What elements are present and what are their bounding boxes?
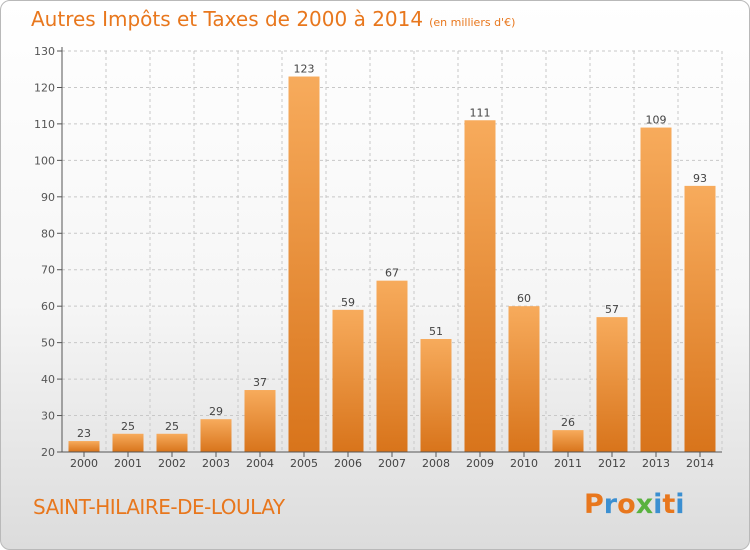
x-tick-label: 2010: [510, 457, 538, 470]
y-tick-label: 100: [34, 154, 55, 167]
x-tick-label: 2002: [158, 457, 186, 470]
title-main: Autres Impôts et Taxes de 2000 à 2014: [31, 7, 424, 31]
x-tick-label: 2001: [114, 457, 142, 470]
bar-value-label: 26: [561, 416, 575, 429]
x-tick-label: 2004: [246, 457, 274, 470]
y-tick-label: 130: [34, 45, 55, 58]
bar-value-label: 67: [385, 267, 399, 280]
proxiti-logo[interactable]: Proxiti: [584, 489, 685, 520]
bar-value-label: 51: [429, 325, 443, 338]
y-tick-label: 110: [34, 118, 55, 131]
bar-2000: [68, 441, 100, 452]
x-tick-label: 2006: [334, 457, 362, 470]
logo-letter: P: [584, 489, 604, 520]
bar-value-label: 60: [517, 292, 531, 305]
bar-2013: [640, 127, 672, 453]
x-tick-label: 2008: [422, 457, 450, 470]
bar-2011: [552, 430, 584, 452]
logo-letter: i: [675, 489, 685, 520]
x-tick-label: 2000: [70, 457, 98, 470]
bar-value-label: 109: [646, 114, 667, 127]
bar-value-label: 25: [165, 420, 179, 433]
bar-value-label: 93: [693, 172, 707, 185]
bar-value-label: 111: [470, 106, 491, 119]
commune-name: SAINT-HILAIRE-DE-LOULAY: [33, 495, 285, 519]
x-tick-label: 2003: [202, 457, 230, 470]
x-tick-label: 2014: [686, 457, 714, 470]
x-tick-label: 2012: [598, 457, 626, 470]
chart-title: Autres Impôts et Taxes de 2000 à 2014 (en…: [31, 7, 515, 31]
y-tick-label: 20: [41, 446, 55, 459]
bar-2005: [288, 76, 320, 452]
bar-value-label: 123: [294, 63, 315, 76]
bar-value-label: 59: [341, 296, 355, 309]
logo-letter: t: [662, 489, 676, 520]
logo-letter: i: [653, 489, 663, 520]
bar-value-label: 37: [253, 376, 267, 389]
bar-2012: [596, 317, 628, 452]
bar-2001: [112, 433, 144, 452]
bar-2009: [464, 120, 496, 452]
axes: 20 30 40 50 60 70 80 90 100 110 120 130 2000 2001 2002…: [34, 45, 722, 470]
bar-2003: [200, 419, 232, 452]
title-unit: (en milliers d'€): [429, 16, 516, 29]
y-tick-label: 60: [41, 300, 55, 313]
y-tick-label: 120: [34, 81, 55, 94]
bar-value-label: 57: [605, 303, 619, 316]
bar-2006: [332, 309, 364, 452]
bar-2014: [684, 185, 716, 452]
bar-2002: [156, 433, 188, 452]
x-tick-label: 2013: [642, 457, 670, 470]
x-tick-label: 2005: [290, 457, 318, 470]
bar-2007: [376, 280, 408, 452]
y-tick-label: 50: [41, 337, 55, 350]
x-tick-label: 2009: [466, 457, 494, 470]
bars: 23 25 25 29 37 123 59 67 51 111 60 26 57 109 93: [68, 63, 716, 453]
y-tick-label: 80: [41, 227, 55, 240]
logo-letter: x: [635, 489, 654, 520]
x-tick-label: 2011: [554, 457, 582, 470]
bar-value-label: 29: [209, 405, 223, 418]
logo-letter: o: [617, 489, 636, 520]
bar-value-label: 25: [121, 420, 135, 433]
x-tick-label: 2007: [378, 457, 406, 470]
bar-2010: [508, 306, 540, 452]
y-tick-label: 40: [41, 373, 55, 386]
bar-value-label: 23: [77, 427, 91, 440]
logo-letter: r: [603, 489, 618, 520]
y-tick-label: 70: [41, 264, 55, 277]
y-tick-label: 30: [41, 410, 55, 423]
bar-2008: [420, 338, 452, 452]
y-tick-label: 90: [41, 191, 55, 204]
bar-2004: [244, 390, 276, 452]
